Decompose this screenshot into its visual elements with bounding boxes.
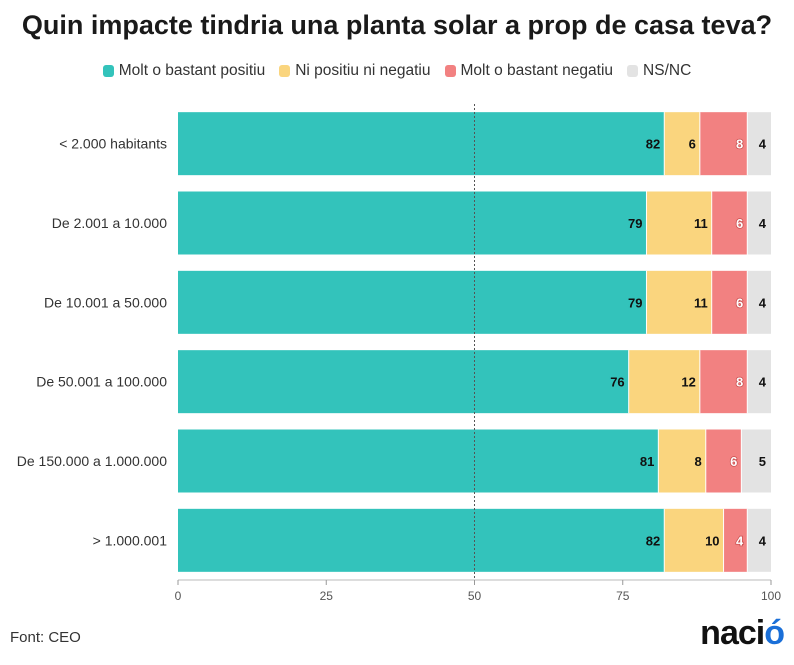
legend-item-nsnc: NS/NC (627, 62, 691, 80)
data-label: 8 (695, 454, 702, 469)
legend-item-neutral: Ni positiu ni negatiu (279, 62, 431, 80)
bar-segment-3 (723, 508, 748, 572)
data-label: 5 (759, 454, 766, 469)
bar-segment-3 (699, 112, 748, 176)
data-label: 8 (736, 137, 743, 152)
category-label: De 10.001 a 50.000 (44, 294, 167, 310)
bar-segment-1 (178, 350, 629, 414)
data-label: 82 (646, 533, 660, 548)
logo-text: naci (700, 614, 765, 652)
x-tick-label: 75 (616, 589, 630, 603)
data-label: 4 (759, 295, 767, 310)
bar-segment-4 (747, 191, 771, 255)
data-label: 8 (736, 375, 743, 390)
legend-label-neutral: Ni positiu ni negatiu (295, 62, 431, 79)
nacio-logo: nació (700, 614, 785, 653)
data-label: 6 (736, 295, 743, 310)
bar-segment-1 (178, 270, 647, 334)
legend-label-positive: Molt o bastant positiu (118, 62, 266, 79)
chart-title: Quin impacte tindria una planta solar a … (21, 10, 773, 40)
data-label: 4 (759, 533, 767, 548)
bar-segment-4 (747, 112, 771, 176)
category-label: < 2.000 habitants (59, 136, 167, 152)
legend-swatch-nsnc (627, 65, 639, 77)
legend-item-negative: Molt o bastant negatiu (444, 62, 614, 80)
category-label: De 150.000 a 1.000.000 (17, 453, 167, 469)
bar-segment-4 (747, 508, 771, 572)
data-label: 11 (694, 216, 708, 231)
bar-segment-4 (741, 429, 771, 493)
legend-item-positive: Molt o bastant positiu (102, 62, 266, 80)
bar-segment-2 (664, 112, 700, 176)
source-note: Font: CEO (10, 629, 81, 646)
data-label: 76 (610, 375, 624, 390)
legend-swatch-negative (444, 65, 456, 77)
data-label: 12 (681, 375, 695, 390)
bar-segment-2 (646, 191, 712, 255)
data-label: 11 (694, 295, 708, 310)
legend-swatch-neutral (279, 65, 291, 77)
bar-segment-2 (628, 350, 700, 414)
data-label: 10 (705, 533, 719, 548)
bar-segment-2 (664, 508, 724, 572)
data-label: 79 (628, 295, 642, 310)
x-tick-label: 25 (320, 589, 334, 603)
x-tick-label: 0 (175, 589, 182, 603)
bar-segment-3 (705, 429, 742, 493)
data-label: 4 (759, 375, 767, 390)
bar-segment-1 (178, 508, 665, 572)
bar-segment-2 (658, 429, 706, 493)
data-label: 4 (759, 137, 767, 152)
category-label: De 2.001 a 10.000 (52, 215, 167, 231)
bar-segment-3 (711, 191, 748, 255)
data-label: 6 (736, 216, 743, 231)
legend-swatch-positive (102, 65, 114, 77)
bar-segment-3 (699, 350, 748, 414)
bar-segment-4 (747, 270, 771, 334)
bar-segment-3 (711, 270, 748, 334)
data-label: 4 (736, 533, 744, 548)
category-label: > 1.000.001 (93, 532, 168, 548)
data-label: 81 (640, 454, 654, 469)
category-label: De 50.001 a 100.000 (36, 374, 167, 390)
legend-label-negative: Molt o bastant negatiu (460, 62, 614, 79)
data-label: 6 (730, 454, 737, 469)
data-label: 82 (646, 137, 660, 152)
bar-segment-4 (747, 350, 771, 414)
data-label: 4 (759, 216, 767, 231)
bar-segment-2 (646, 270, 712, 334)
logo-accent: ó (764, 614, 785, 652)
bar-segment-1 (178, 429, 659, 493)
bar-segment-1 (178, 191, 647, 255)
data-label: 79 (628, 216, 642, 231)
legend-label-nsnc: NS/NC (643, 62, 692, 79)
x-tick-label: 50 (468, 589, 482, 603)
legend: Molt o bastant positiu Ni positiu ni neg… (0, 62, 794, 80)
x-tick-label: 100 (761, 589, 781, 603)
data-label: 6 (689, 137, 696, 152)
bar-segment-1 (178, 112, 665, 176)
